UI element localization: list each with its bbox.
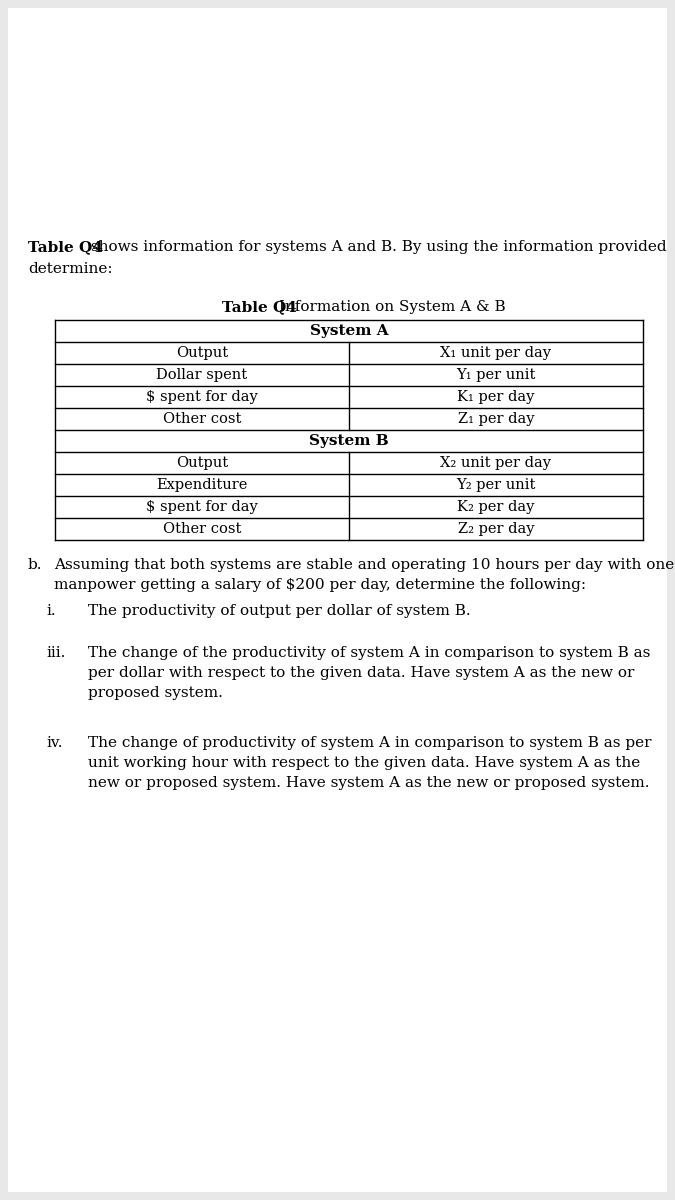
Text: System B: System B [309, 434, 389, 448]
Text: $ spent for day: $ spent for day [146, 500, 258, 514]
Text: Output: Output [176, 346, 228, 360]
Text: Z₂ per day: Z₂ per day [458, 522, 534, 536]
Text: Expenditure: Expenditure [157, 478, 248, 492]
Text: X₁ unit per day: X₁ unit per day [441, 346, 551, 360]
Text: unit working hour with respect to the given data. Have system A as the: unit working hour with respect to the gi… [88, 756, 641, 770]
Text: b.: b. [28, 558, 43, 572]
Text: Output: Output [176, 456, 228, 470]
Text: The change of the productivity of system A in comparison to system B as: The change of the productivity of system… [88, 646, 651, 660]
Text: Other cost: Other cost [163, 522, 241, 536]
Text: manpower getting a salary of $200 per day, determine the following:: manpower getting a salary of $200 per da… [54, 578, 586, 592]
Text: per dollar with respect to the given data. Have system A as the new or: per dollar with respect to the given dat… [88, 666, 634, 680]
Text: i.: i. [46, 604, 55, 618]
Text: Assuming that both systems are stable and operating 10 hours per day with one: Assuming that both systems are stable an… [54, 558, 674, 572]
Text: proposed system.: proposed system. [88, 686, 223, 700]
Text: $ spent for day: $ spent for day [146, 390, 258, 404]
Text: iv.: iv. [46, 736, 63, 750]
Text: K₂ per day: K₂ per day [458, 500, 535, 514]
Text: System A: System A [310, 324, 388, 338]
Text: The change of productivity of system A in comparison to system B as per: The change of productivity of system A i… [88, 736, 651, 750]
Text: The productivity of output per dollar of system B.: The productivity of output per dollar of… [88, 604, 470, 618]
Text: X₂ unit per day: X₂ unit per day [441, 456, 551, 470]
Text: Y₂ per unit: Y₂ per unit [456, 478, 536, 492]
Text: Other cost: Other cost [163, 412, 241, 426]
Text: determine:: determine: [28, 262, 113, 276]
Text: new or proposed system. Have system A as the new or proposed system.: new or proposed system. Have system A as… [88, 776, 649, 790]
Text: shows information for systems A and B. By using the information provided: shows information for systems A and B. B… [86, 240, 667, 254]
Text: Table Q4: Table Q4 [28, 240, 103, 254]
Text: Z₁ per day: Z₁ per day [458, 412, 534, 426]
Text: K₁ per day: K₁ per day [458, 390, 535, 404]
Text: Table Q4: Table Q4 [222, 300, 297, 314]
Text: Information on System A & B: Information on System A & B [274, 300, 506, 314]
Text: Dollar spent: Dollar spent [157, 368, 248, 382]
Text: iii.: iii. [46, 646, 65, 660]
Text: Y₁ per unit: Y₁ per unit [456, 368, 536, 382]
